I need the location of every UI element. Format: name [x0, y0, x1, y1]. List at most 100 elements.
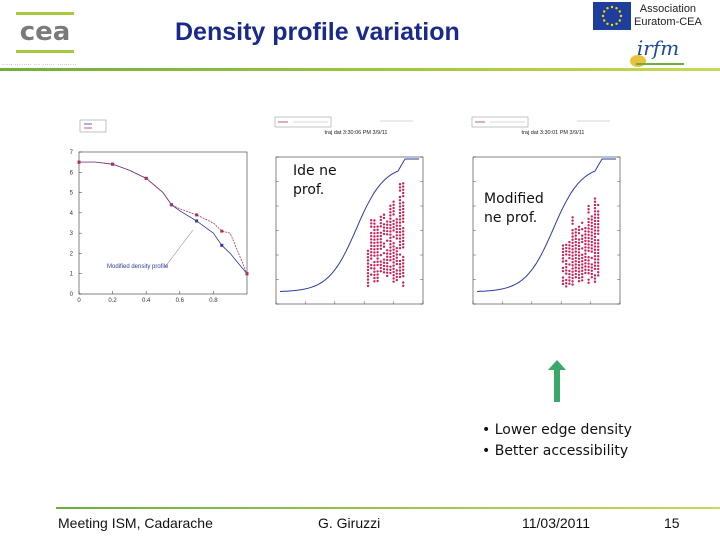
- scatter-point: [389, 255, 392, 259]
- data-point: [220, 229, 224, 233]
- scatter-point: [581, 234, 584, 237]
- scatter-point: [584, 239, 587, 243]
- scatter-point: [593, 216, 597, 219]
- scatter-point: [577, 251, 581, 254]
- scatter-point: [382, 245, 386, 248]
- scatter-point: [373, 273, 376, 277]
- scatter-point: [379, 234, 382, 238]
- eu-star: [606, 22, 609, 25]
- x-tick-label: 0.8: [209, 298, 218, 304]
- eu-star: [618, 10, 621, 13]
- y-tick-label: 1: [70, 272, 74, 278]
- scatter-point: [568, 263, 571, 266]
- scatter-point: [590, 224, 593, 228]
- scatter-point: [574, 256, 577, 260]
- scatter-point: [382, 261, 386, 264]
- irfm-logo: irfm: [630, 36, 684, 67]
- scatter-point: [402, 204, 405, 207]
- scatter-point: [366, 278, 370, 281]
- scatter-point: [395, 259, 398, 263]
- y-tick-label: 4: [70, 211, 74, 217]
- header-divider: [0, 68, 720, 71]
- scatter-point: [593, 219, 597, 223]
- scatter-point: [574, 266, 577, 269]
- scatter-point: [571, 267, 574, 270]
- scatter-point: [571, 241, 574, 245]
- scatter-point: [581, 256, 584, 260]
- scatter-point: [373, 267, 376, 270]
- scatter-point: [386, 268, 389, 271]
- scatter-point: [395, 269, 398, 272]
- scatter-point: [561, 269, 565, 273]
- scatter-point: [587, 262, 590, 265]
- scatter-point: [370, 254, 373, 257]
- scatter-point: [366, 271, 370, 275]
- scatter-point: [577, 257, 581, 261]
- svg-text:irfm: irfm: [637, 36, 679, 60]
- scatter-point: [402, 236, 405, 239]
- scatter-point: [373, 264, 376, 267]
- scatter-point: [574, 234, 577, 237]
- scatter-point: [571, 254, 574, 257]
- scatter-point: [395, 237, 398, 240]
- scatter-point: [584, 226, 587, 230]
- scatter-point: [587, 259, 590, 262]
- scatter-point: [561, 266, 565, 270]
- scatter-point: [386, 223, 389, 226]
- scatter-point: [593, 210, 597, 213]
- scatter-point: [590, 234, 593, 237]
- scatter-point: [574, 276, 577, 279]
- scatter-point: [379, 241, 382, 244]
- scatter-point: [584, 265, 587, 268]
- data-point: [195, 213, 199, 217]
- x-tick-label: 0: [77, 298, 81, 304]
- eu-star: [603, 10, 606, 13]
- scatter-point: [584, 236, 587, 239]
- data-point: [144, 176, 148, 180]
- scatter-point: [373, 222, 376, 225]
- scatter-point: [398, 198, 402, 202]
- scatter-point: [597, 248, 600, 252]
- scatter-point: [395, 227, 398, 231]
- scatter-point: [584, 255, 587, 259]
- y-tick-label: 6: [70, 170, 74, 176]
- scatter-point: [577, 244, 581, 248]
- scatter-point: [565, 272, 568, 275]
- scatter-point: [584, 252, 587, 255]
- scatter-point: [386, 252, 389, 255]
- bullet-item: • Lower edge density: [482, 422, 632, 438]
- scatter-point: [379, 260, 382, 263]
- scatter-point: [373, 232, 376, 235]
- scatter-point: [597, 223, 600, 226]
- scatter-point: [389, 211, 392, 214]
- scatter-point: [370, 244, 373, 248]
- svg-text:cea: cea: [20, 17, 71, 47]
- scatter-point: [395, 221, 398, 224]
- scatter-point: [370, 238, 373, 241]
- scatter-point: [402, 194, 405, 198]
- scatter-point: [379, 237, 382, 241]
- scatter-point: [571, 228, 574, 232]
- scatter-point: [593, 274, 597, 277]
- scatter-point: [376, 228, 379, 232]
- scatter-point: [571, 219, 574, 222]
- scatter-point: [389, 265, 392, 268]
- scatter-point: [597, 226, 600, 229]
- scatter-point: [593, 277, 597, 280]
- scatter-point: [561, 260, 565, 263]
- scatter-point: [402, 233, 405, 236]
- scatter-point: [571, 232, 574, 235]
- scatter-point: [561, 244, 565, 247]
- scatter-point: [370, 231, 373, 235]
- scatter-point: [376, 260, 379, 264]
- scatter-point: [584, 262, 587, 265]
- scatter-point: [392, 254, 395, 258]
- scatter-point: [581, 272, 584, 276]
- scatter-point: [398, 227, 402, 231]
- scatter-point: [571, 276, 574, 280]
- scatter-point: [597, 271, 600, 274]
- scatter-point: [571, 270, 574, 273]
- scatter-point: [597, 264, 600, 268]
- scatter-point: [392, 280, 395, 283]
- scatter-point: [568, 240, 571, 244]
